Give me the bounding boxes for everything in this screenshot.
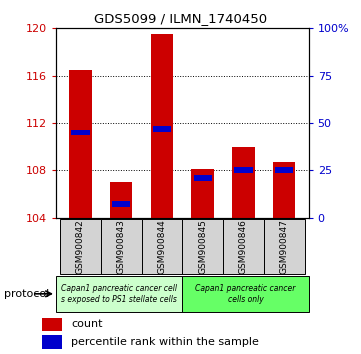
Text: GDS5099 / ILMN_1740450: GDS5099 / ILMN_1740450 [94, 12, 267, 25]
Text: GSM900846: GSM900846 [239, 219, 248, 274]
Text: Capan1 pancreatic cancer cell
s exposed to PS1 stellate cells: Capan1 pancreatic cancer cell s exposed … [61, 284, 177, 303]
Text: GSM900847: GSM900847 [280, 219, 289, 274]
Bar [151, 34, 173, 218]
Bar [232, 147, 255, 218]
Bar [264, 219, 305, 274]
Bar [43, 318, 61, 331]
Bar [142, 219, 182, 274]
Text: GSM900845: GSM900845 [198, 219, 207, 274]
Text: Capan1 pancreatic cancer
cells only: Capan1 pancreatic cancer cells only [195, 284, 296, 303]
Bar [69, 70, 92, 218]
Text: GSM900843: GSM900843 [117, 219, 126, 274]
Bar [56, 276, 182, 312]
Bar [110, 182, 132, 218]
Bar [43, 335, 61, 349]
Bar [71, 130, 90, 136]
Bar [275, 167, 293, 173]
Bar [153, 126, 171, 132]
Text: protocol: protocol [4, 289, 49, 299]
Text: count: count [71, 319, 103, 329]
Bar [182, 276, 309, 312]
Text: GSM900842: GSM900842 [76, 219, 85, 274]
Bar [101, 219, 142, 274]
Bar [182, 219, 223, 274]
Bar [191, 169, 214, 218]
Bar [60, 219, 101, 274]
Bar [223, 219, 264, 274]
Bar [112, 201, 130, 207]
Bar [234, 167, 253, 173]
Bar [273, 162, 295, 218]
Bar [193, 175, 212, 181]
Text: GSM900844: GSM900844 [157, 219, 166, 274]
Text: percentile rank within the sample: percentile rank within the sample [71, 337, 259, 347]
